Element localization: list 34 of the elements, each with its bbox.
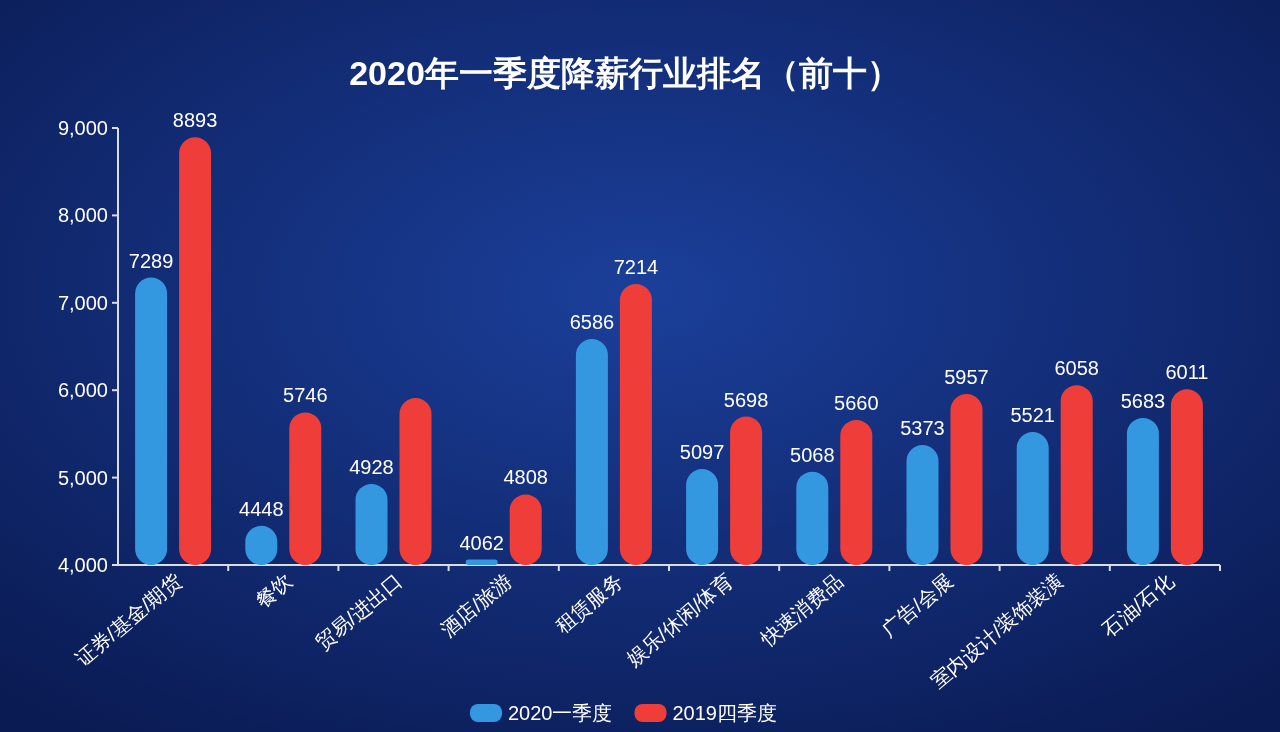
x-tick-label: 广告/会展 xyxy=(877,569,958,642)
data-label: 5373 xyxy=(900,417,945,439)
data-label: 7214 xyxy=(613,256,659,279)
x-tick-label: 餐饮 xyxy=(251,569,296,612)
y-tick-label: 7,000 xyxy=(57,291,108,314)
data-label: 6011 xyxy=(1165,361,1209,384)
y-tick-label: 9,000 xyxy=(57,117,108,139)
data-label: 5683 xyxy=(1120,389,1166,412)
data-label: 5660 xyxy=(834,391,879,414)
data-label: 5957 xyxy=(944,365,989,388)
data-label: 5097 xyxy=(679,441,725,464)
data-label: 5698 xyxy=(723,388,769,411)
data-label: 4062 xyxy=(459,531,504,554)
data-label: 5068 xyxy=(790,443,835,466)
data-label: 5521 xyxy=(1010,404,1055,427)
x-tick-label: 贸易/进出口 xyxy=(311,569,407,654)
data-label: 6586 xyxy=(569,310,615,333)
x-tick-label: 酒店/旅游 xyxy=(436,569,517,642)
data-label: 6058 xyxy=(1054,357,1099,380)
legend-label: 2019四季度 xyxy=(672,702,777,724)
data-label: 4448 xyxy=(239,497,284,520)
data-label: 4808 xyxy=(503,466,548,489)
x-tick-label: 快速消费品 xyxy=(755,569,847,651)
data-label: 7289 xyxy=(128,249,174,272)
x-tick-label: 石油/石化 xyxy=(1097,569,1178,642)
data-label: 5746 xyxy=(283,384,328,407)
y-tick-label: 8,000 xyxy=(57,204,108,227)
y-tick-label: 4,000 xyxy=(57,554,108,576)
data-label: 4928 xyxy=(349,455,394,478)
y-tick-label: 5,000 xyxy=(57,466,108,489)
data-label: 8893 xyxy=(172,109,218,132)
chart-title: 2020年一季度降薪行业排名（前十） xyxy=(349,54,901,92)
legend-label: 2020一季度 xyxy=(508,702,613,724)
y-tick-label: 6,000 xyxy=(57,379,108,402)
